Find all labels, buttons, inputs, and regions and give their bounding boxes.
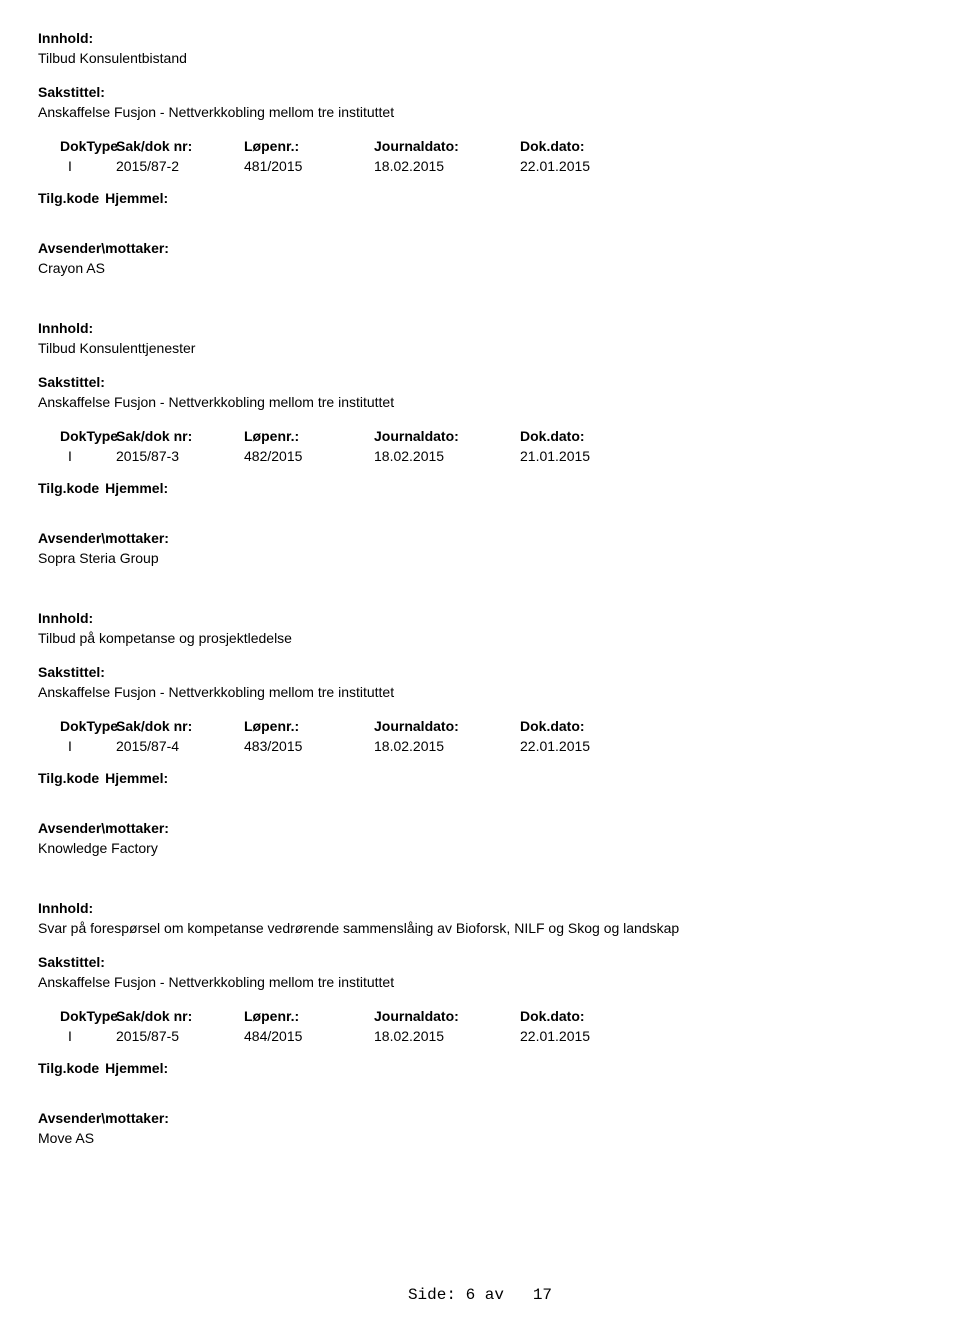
data-journaldato: 18.02.2015 xyxy=(374,738,520,754)
data-lopenr: 483/2015 xyxy=(244,738,374,754)
data-saknr: 2015/87-4 xyxy=(116,738,244,754)
sakstittel-text: Anskaffelse Fusjon - Nettverkkobling mel… xyxy=(38,104,922,120)
hjemmel-label: Hjemmel: xyxy=(105,1060,168,1076)
header-saknr: Sak/dok nr: xyxy=(116,138,244,154)
data-dokdato: 21.01.2015 xyxy=(520,448,640,464)
tilg-hjemmel-row: Tilg.kode Hjemmel: xyxy=(38,770,922,786)
tilgkode-label: Tilg.kode xyxy=(38,190,99,206)
journal-entry: Innhold: Tilbud på kompetanse og prosjek… xyxy=(38,610,922,856)
journal-entry: Innhold: Tilbud Konsulentbistand Sakstit… xyxy=(38,30,922,276)
header-dokdato: Dok.dato: xyxy=(520,1008,640,1024)
hjemmel-label: Hjemmel: xyxy=(105,190,168,206)
avsender-text: Knowledge Factory xyxy=(38,840,922,856)
table-data-row: I 2015/87-2 481/2015 18.02.2015 22.01.20… xyxy=(38,158,922,174)
data-lopenr: 481/2015 xyxy=(244,158,374,174)
header-doktype: DokType xyxy=(38,428,116,444)
avsender-label: Avsender\mottaker: xyxy=(38,820,922,836)
header-lopenr: Løpenr.: xyxy=(244,138,374,154)
innhold-text: Svar på forespørsel om kompetanse vedrør… xyxy=(38,920,922,936)
tilgkode-label: Tilg.kode xyxy=(38,1060,99,1076)
header-saknr: Sak/dok nr: xyxy=(116,1008,244,1024)
table-header-row: DokType Sak/dok nr: Løpenr.: Journaldato… xyxy=(38,1008,922,1024)
table-data-row: I 2015/87-3 482/2015 18.02.2015 21.01.20… xyxy=(38,448,922,464)
header-lopenr: Løpenr.: xyxy=(244,718,374,734)
data-journaldato: 18.02.2015 xyxy=(374,448,520,464)
header-lopenr: Løpenr.: xyxy=(244,428,374,444)
table-header-row: DokType Sak/dok nr: Løpenr.: Journaldato… xyxy=(38,428,922,444)
table-header-row: DokType Sak/dok nr: Løpenr.: Journaldato… xyxy=(38,138,922,154)
header-doktype: DokType xyxy=(38,1008,116,1024)
avsender-text: Move AS xyxy=(38,1130,922,1146)
header-doktype: DokType xyxy=(38,718,116,734)
innhold-text: Tilbud på kompetanse og prosjektledelse xyxy=(38,630,922,646)
data-doktype: I xyxy=(38,158,116,174)
hjemmel-label: Hjemmel: xyxy=(105,480,168,496)
journal-entry: Innhold: Svar på forespørsel om kompetan… xyxy=(38,900,922,1146)
footer-side-label: Side: xyxy=(408,1286,456,1304)
avsender-label: Avsender\mottaker: xyxy=(38,1110,922,1126)
footer-current-page: 6 xyxy=(466,1286,476,1304)
header-journaldato: Journaldato: xyxy=(374,138,520,154)
table-header-row: DokType Sak/dok nr: Løpenr.: Journaldato… xyxy=(38,718,922,734)
data-lopenr: 484/2015 xyxy=(244,1028,374,1044)
sakstittel-label: Sakstittel: xyxy=(38,954,922,970)
header-dokdato: Dok.dato: xyxy=(520,718,640,734)
header-doktype: DokType xyxy=(38,138,116,154)
tilgkode-label: Tilg.kode xyxy=(38,480,99,496)
sakstittel-label: Sakstittel: xyxy=(38,374,922,390)
table-data-row: I 2015/87-5 484/2015 18.02.2015 22.01.20… xyxy=(38,1028,922,1044)
data-saknr: 2015/87-2 xyxy=(116,158,244,174)
footer-av-label: av xyxy=(485,1286,504,1304)
header-journaldato: Journaldato: xyxy=(374,428,520,444)
sakstittel-text: Anskaffelse Fusjon - Nettverkkobling mel… xyxy=(38,974,922,990)
header-saknr: Sak/dok nr: xyxy=(116,428,244,444)
data-doktype: I xyxy=(38,738,116,754)
innhold-text: Tilbud Konsulenttjenester xyxy=(38,340,922,356)
header-dokdato: Dok.dato: xyxy=(520,428,640,444)
data-doktype: I xyxy=(38,448,116,464)
header-lopenr: Løpenr.: xyxy=(244,1008,374,1024)
avsender-text: Sopra Steria Group xyxy=(38,550,922,566)
innhold-label: Innhold: xyxy=(38,610,922,626)
tilg-hjemmel-row: Tilg.kode Hjemmel: xyxy=(38,190,922,206)
header-journaldato: Journaldato: xyxy=(374,1008,520,1024)
data-dokdato: 22.01.2015 xyxy=(520,738,640,754)
data-saknr: 2015/87-5 xyxy=(116,1028,244,1044)
sakstittel-text: Anskaffelse Fusjon - Nettverkkobling mel… xyxy=(38,684,922,700)
avsender-text: Crayon AS xyxy=(38,260,922,276)
journal-entry: Innhold: Tilbud Konsulenttjenester Sakst… xyxy=(38,320,922,566)
data-doktype: I xyxy=(38,1028,116,1044)
data-dokdato: 22.01.2015 xyxy=(520,158,640,174)
innhold-label: Innhold: xyxy=(38,30,922,46)
innhold-label: Innhold: xyxy=(38,900,922,916)
innhold-text: Tilbud Konsulentbistand xyxy=(38,50,922,66)
page-footer: Side: 6 av 17 xyxy=(38,1286,922,1304)
header-journaldato: Journaldato: xyxy=(374,718,520,734)
header-dokdato: Dok.dato: xyxy=(520,138,640,154)
sakstittel-text: Anskaffelse Fusjon - Nettverkkobling mel… xyxy=(38,394,922,410)
innhold-label: Innhold: xyxy=(38,320,922,336)
data-journaldato: 18.02.2015 xyxy=(374,158,520,174)
data-dokdato: 22.01.2015 xyxy=(520,1028,640,1044)
tilg-hjemmel-row: Tilg.kode Hjemmel: xyxy=(38,480,922,496)
avsender-label: Avsender\mottaker: xyxy=(38,240,922,256)
header-saknr: Sak/dok nr: xyxy=(116,718,244,734)
tilg-hjemmel-row: Tilg.kode Hjemmel: xyxy=(38,1060,922,1076)
data-journaldato: 18.02.2015 xyxy=(374,1028,520,1044)
hjemmel-label: Hjemmel: xyxy=(105,770,168,786)
tilgkode-label: Tilg.kode xyxy=(38,770,99,786)
data-lopenr: 482/2015 xyxy=(244,448,374,464)
avsender-label: Avsender\mottaker: xyxy=(38,530,922,546)
data-saknr: 2015/87-3 xyxy=(116,448,244,464)
sakstittel-label: Sakstittel: xyxy=(38,664,922,680)
footer-total-pages: 17 xyxy=(533,1286,552,1304)
sakstittel-label: Sakstittel: xyxy=(38,84,922,100)
table-data-row: I 2015/87-4 483/2015 18.02.2015 22.01.20… xyxy=(38,738,922,754)
